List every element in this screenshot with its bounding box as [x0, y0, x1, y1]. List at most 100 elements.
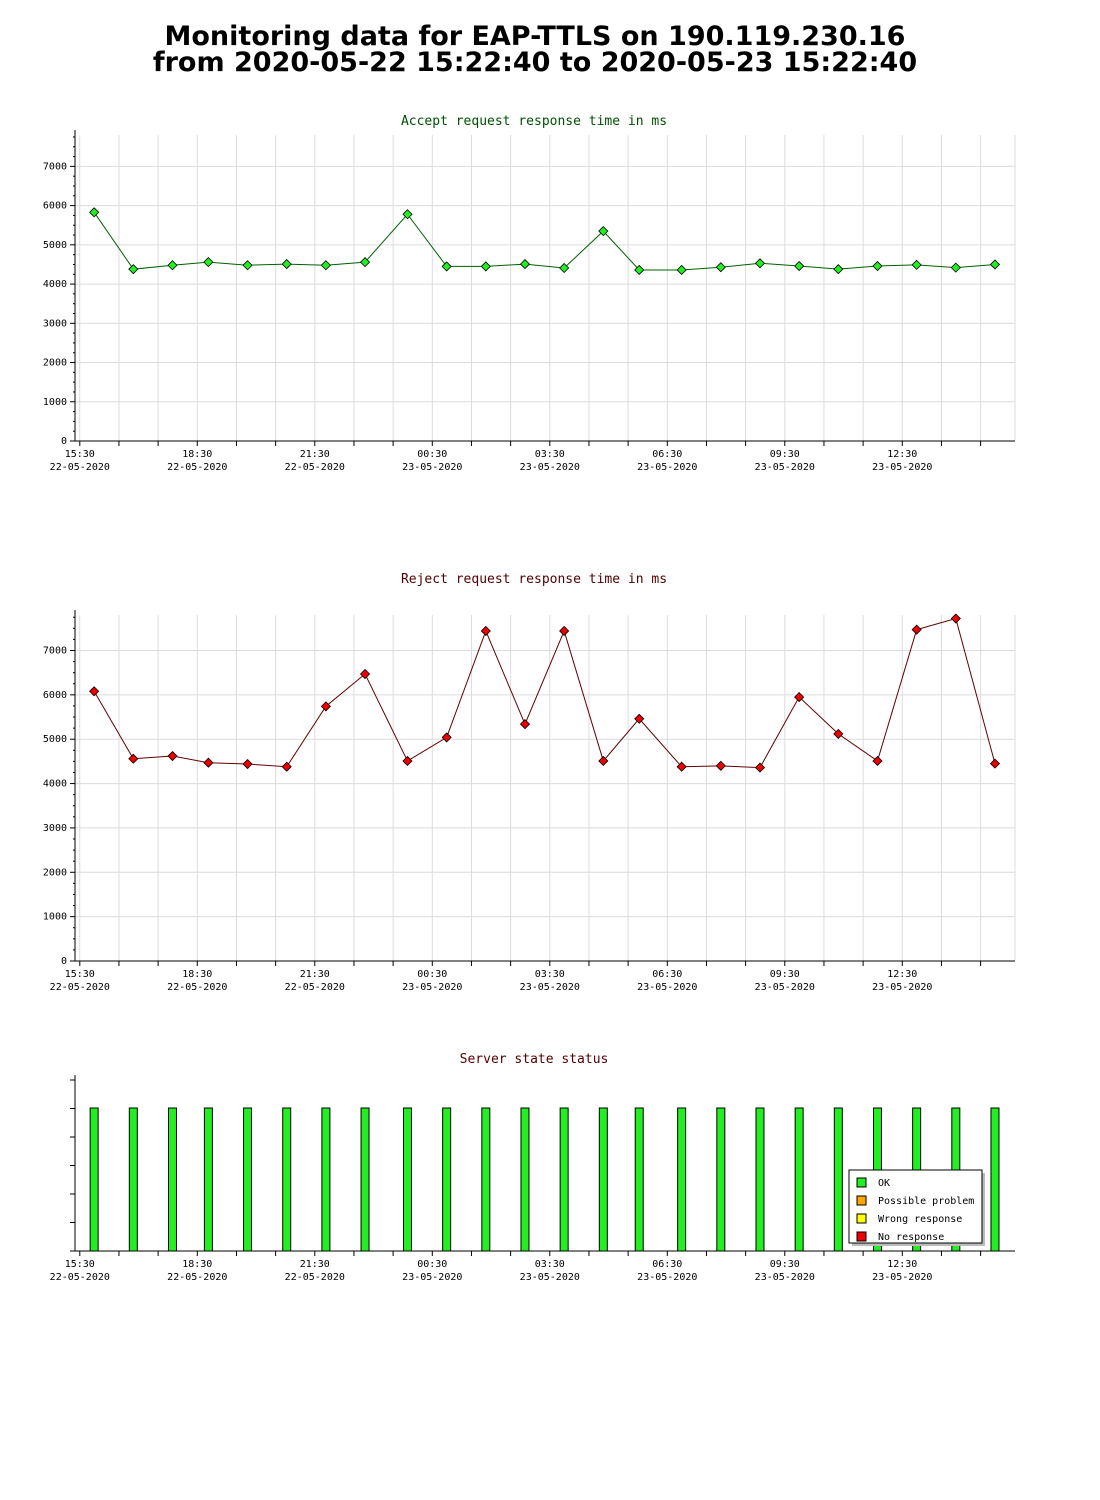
accept-data-point [441, 261, 452, 272]
reject-data-point [480, 625, 491, 637]
accept-data-point [402, 209, 413, 220]
accept-chart-title: Accept request response time in ms [401, 114, 667, 129]
accept-y-tick-label: 1000 [43, 397, 67, 408]
reject-y-tick-label: 6000 [43, 690, 67, 701]
reject-data-point [559, 625, 570, 637]
accept-chart-series [89, 207, 1001, 276]
accept-data-point [480, 261, 491, 272]
reject-x-tick-date: 23-05-2020 [755, 982, 815, 993]
reject-chart-axes [70, 610, 1015, 966]
accept-x-tick-date: 23-05-2020 [520, 462, 580, 473]
accept-data-point [128, 264, 139, 275]
reject-y-tick-label: 5000 [43, 734, 67, 745]
reject-chart-title: Reject request response time in ms [401, 572, 667, 587]
accept-data-point [359, 257, 371, 268]
reject-data-point [872, 755, 883, 767]
accept-data-point [167, 260, 178, 271]
page-title: Monitoring data for EAP-TTLS on 190.119.… [0, 21, 1070, 78]
status-x-tick-time: 12:30 [887, 1259, 917, 1270]
reject-x-tick-time: 15:30 [65, 969, 95, 980]
status-x-tick-time: 21:30 [300, 1259, 330, 1270]
status-bar [520, 1107, 530, 1252]
accept-x-tick-time: 03:30 [535, 449, 565, 460]
accept-data-point [754, 258, 766, 269]
legend-swatch [856, 1213, 867, 1224]
reject-data-point [794, 691, 805, 703]
reject-data-point [634, 713, 645, 724]
accept-x-tick-date: 22-05-2020 [285, 462, 345, 473]
accept-x-tick-time: 09:30 [770, 449, 800, 460]
status-x-tick-time: 15:30 [65, 1259, 95, 1270]
reject-data-point [833, 728, 844, 739]
status-bar [716, 1107, 726, 1252]
accept-y-tick-label: 5000 [43, 240, 67, 251]
status-x-tick-time: 00:30 [417, 1259, 447, 1270]
status-bar [990, 1107, 1000, 1252]
status-bar [833, 1107, 843, 1252]
reject-x-tick-date: 22-05-2020 [50, 982, 110, 993]
status-x-tick-date: 23-05-2020 [520, 1272, 580, 1283]
accept-x-tick-time: 18:30 [182, 449, 212, 460]
reject-data-point [715, 760, 726, 771]
reject-chart-series [89, 613, 1001, 773]
reject-response-chart: Reject request response time in ms 0 1000… [43, 572, 1016, 993]
reject-data-point [320, 701, 331, 712]
reject-y-tick-label: 3000 [43, 823, 67, 834]
reject-y-tick-label: 2000 [43, 867, 67, 878]
accept-y-tick-label: 3000 [43, 318, 67, 329]
reject-data-point [989, 758, 1001, 769]
page-title-line-1: Monitoring data for EAP-TTLS on 190.119.… [164, 21, 906, 52]
status-bar [677, 1107, 687, 1252]
accept-data-point [203, 257, 214, 268]
status-chart-axes [70, 1075, 1015, 1256]
accept-x-tick-time: 00:30 [417, 449, 447, 460]
status-bar [203, 1107, 213, 1252]
status-bar [321, 1107, 331, 1252]
reject-x-tick-time: 18:30 [182, 969, 212, 980]
reject-data-point [128, 753, 139, 764]
accept-x-tick-time: 21:30 [300, 449, 330, 460]
accept-x-tick-date: 22-05-2020 [50, 462, 110, 473]
accept-series-line [93, 212, 996, 271]
reject-y-tick-label: 4000 [43, 779, 67, 790]
status-bar [243, 1107, 253, 1252]
accept-y-tick-label: 2000 [43, 358, 67, 369]
status-x-tick-date: 23-05-2020 [637, 1272, 697, 1283]
legend-label: OK [878, 1178, 890, 1189]
reject-data-point [754, 762, 766, 773]
reject-y-tick-label: 0 [61, 956, 67, 967]
accept-x-tick-time: 15:30 [65, 449, 95, 460]
accept-data-point [794, 260, 805, 272]
status-x-tick-time: 03:30 [535, 1259, 565, 1270]
accept-y-tick-label: 6000 [43, 201, 67, 212]
legend-swatch [856, 1195, 867, 1206]
reject-data-point [167, 750, 178, 762]
status-bar [442, 1107, 452, 1252]
accept-x-tick-time: 12:30 [887, 449, 917, 460]
status-legend: OK Possible problem Wrong response No respo… [848, 1169, 985, 1246]
accept-x-tick-date: 23-05-2020 [402, 462, 462, 473]
accept-x-tick-time: 06:30 [652, 449, 682, 460]
reject-data-point [676, 761, 687, 772]
status-bar [282, 1107, 292, 1252]
reject-data-point [598, 755, 609, 767]
status-bar [360, 1107, 370, 1252]
reject-x-tick-date: 23-05-2020 [520, 982, 580, 993]
accept-data-point [281, 259, 292, 270]
reject-x-tick-date: 23-05-2020 [872, 982, 932, 993]
accept-data-point [634, 264, 645, 276]
legend-box [848, 1169, 983, 1244]
accept-x-tick-date: 23-05-2020 [637, 462, 697, 473]
accept-data-point [519, 259, 531, 270]
accept-chart-ticks: 0 1000 2000 3000 4000 5000 6000 7000 15:30 22-05-… [43, 161, 932, 473]
legend-label: No response [878, 1232, 944, 1243]
status-x-tick-date: 22-05-2020 [50, 1272, 110, 1283]
legend-label: Possible problem [878, 1196, 974, 1207]
accept-data-point [320, 260, 331, 271]
accept-y-tick-label: 4000 [43, 279, 67, 290]
accept-data-point [598, 226, 609, 237]
accept-data-point [833, 264, 844, 275]
page-title-line-2: from 2020-05-22 15:22:40 to 2020-05-23 1… [152, 47, 918, 78]
status-x-tick-time: 18:30 [182, 1259, 212, 1270]
accept-data-point [911, 259, 922, 270]
